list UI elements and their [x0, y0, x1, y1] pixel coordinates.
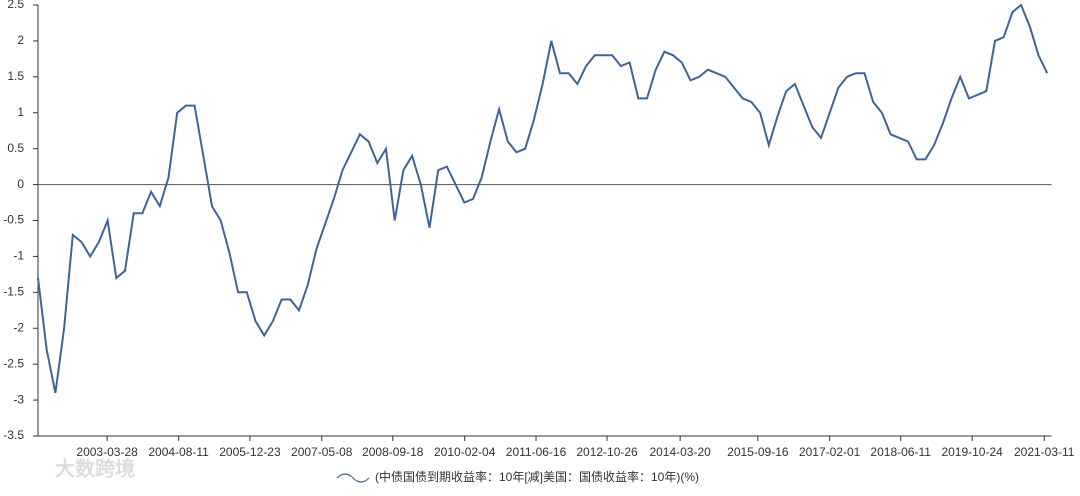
y-tick-label: 1.5 — [7, 69, 24, 83]
x-tick-label: 2011-06-16 — [506, 445, 567, 459]
x-tick-label: 2019-10-24 — [941, 445, 1003, 459]
x-tick-label: 2008-09-18 — [362, 445, 424, 459]
y-tick-label: -0.5 — [3, 213, 24, 227]
y-tick-label: -1 — [13, 249, 24, 263]
y-tick-label: -3.5 — [3, 428, 24, 442]
x-tick-label: 2004-08-11 — [148, 445, 209, 459]
y-tick-label: -3 — [13, 392, 24, 406]
x-tick-label: 2014-03-20 — [649, 445, 711, 459]
x-tick-label: 2021-03-11 — [1014, 445, 1075, 459]
watermark: 大数跨境 — [55, 456, 135, 480]
data-line — [37, 3, 1049, 394]
y-tick-label: -2.5 — [3, 356, 24, 370]
x-tick-label: 2015-09-16 — [727, 445, 789, 459]
legend-icon — [336, 473, 370, 483]
x-tick-label: 2007-05-08 — [291, 445, 353, 459]
x-tick-label: 2003-03-28 — [76, 445, 138, 459]
legend-label: (中债国债到期收益率：10年[减]美国：国债收益率：10年)(%) — [375, 469, 699, 484]
y-tick-label: 1 — [17, 105, 24, 119]
x-tick-label: 2005-12-23 — [219, 445, 281, 459]
x-tick-label: 2018-06-11 — [870, 445, 931, 459]
x-tick-label: 2012-10-26 — [576, 445, 638, 459]
y-tick-label: 0.5 — [7, 141, 24, 155]
y-tick-label: 2.5 — [7, 0, 24, 11]
y-tick-label: 2 — [17, 33, 24, 47]
y-tick-label: -2 — [13, 320, 24, 334]
x-tick-label: 2010-02-04 — [434, 445, 496, 459]
x-tick-label: 2017-02-01 — [799, 445, 861, 459]
y-tick-label: -1.5 — [3, 285, 24, 299]
y-tick-label: 0 — [17, 177, 24, 191]
